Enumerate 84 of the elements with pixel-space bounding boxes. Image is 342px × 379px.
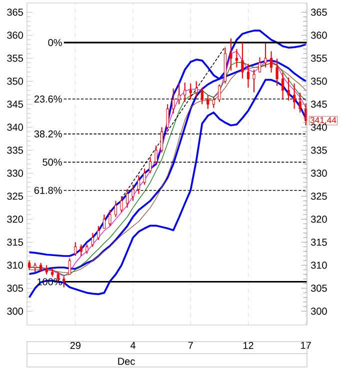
- candlestick: [178, 82, 180, 105]
- annotation: 341,44: [310, 117, 336, 124]
- candlestick: [241, 42, 244, 79]
- x-tick-label: 17: [301, 342, 311, 349]
- candlestick: [137, 174, 140, 194]
- candlestick: [264, 42, 267, 68]
- x-tick-label: 29: [70, 342, 80, 350]
- y-tick-label: 315: [310, 238, 327, 246]
- candlestick: [246, 63, 250, 88]
- candlestick: [28, 260, 31, 270]
- candlestick: [172, 88, 175, 114]
- candlestick: [212, 96, 215, 108]
- candlestick: [276, 58, 278, 86]
- candlestick: [114, 200, 118, 218]
- x-tick-label: 7: [188, 342, 193, 349]
- candlestick: [45, 264, 48, 275]
- y-tick-label: 330: [310, 170, 327, 177]
- y-tick-label: 335: [310, 146, 327, 154]
- y2-tick-label: 360: [7, 32, 23, 39]
- candlestick: [91, 232, 94, 248]
- candlestick: [34, 262, 36, 273]
- y-tick-label: 360: [310, 32, 327, 39]
- candlestick: [293, 82, 296, 110]
- y-tick-label: 325: [310, 192, 327, 200]
- y-tick-label: 320: [310, 216, 327, 223]
- x-tick-label: 4: [130, 342, 136, 349]
- y2-tick-label: 340: [7, 124, 23, 131]
- candlestick: [154, 145, 158, 165]
- candlestick: [200, 87, 204, 105]
- candlestick: [102, 214, 106, 229]
- candlestick: [184, 82, 186, 102]
- candlestick: [230, 38, 232, 72]
- y2-tick-label: 365: [7, 8, 23, 16]
- candlestick: [270, 50, 273, 74]
- y-tick-label: 345: [310, 100, 327, 108]
- y2-tick-label: 335: [7, 146, 23, 154]
- y-tick-label: 310: [310, 262, 327, 269]
- candlestick: [68, 258, 71, 275]
- y-tick-label: 350: [310, 78, 327, 85]
- y2-tick-label: 305: [7, 284, 23, 292]
- y-tick-label: 340: [310, 124, 327, 131]
- annotation: 0%: [48, 39, 62, 46]
- y2-tick-label: 315: [7, 238, 23, 246]
- y2-tick-label: 325: [7, 192, 23, 200]
- candlestick: [143, 168, 146, 186]
- candlestick: [86, 244, 88, 254]
- annotation: 23.6%: [34, 95, 62, 103]
- candlestick: [206, 94, 210, 110]
- candlestick: [287, 76, 290, 102]
- annotation: 50%: [42, 158, 62, 166]
- annotation: 61.8%: [34, 186, 62, 194]
- candlestick: [218, 84, 221, 102]
- candlestick: [80, 244, 82, 257]
- candlestick: [252, 69, 256, 93]
- candlestick: [166, 104, 169, 130]
- candlestick: [62, 276, 66, 288]
- candlestick: [281, 72, 284, 100]
- candlestick: [235, 48, 238, 68]
- candlestick: [97, 226, 100, 240]
- candlestick: [195, 80, 198, 98]
- candlestick: [120, 196, 123, 213]
- candlestick: [132, 184, 134, 202]
- candlestick: [160, 126, 164, 154]
- candlestick: [189, 82, 192, 100]
- candlestick: [74, 242, 77, 257]
- candlestick: [258, 56, 262, 74]
- y2-tick-label: 350: [7, 78, 23, 85]
- y2-tick-label: 310: [7, 262, 23, 269]
- candlestick: [298, 92, 302, 114]
- x-tick-label: 12: [243, 342, 254, 349]
- y-tick-label: 365: [310, 8, 327, 16]
- y-tick-label: 305: [310, 284, 327, 292]
- y2-tick-label: 330: [7, 170, 23, 177]
- candlestick: [126, 188, 129, 208]
- y2-tick-label: 355: [7, 54, 23, 62]
- y2-tick-label: 300: [7, 308, 23, 315]
- y2-tick-label: 320: [7, 216, 23, 223]
- annotation: 38.2%: [34, 130, 62, 138]
- candlestick: [148, 156, 152, 174]
- y2-tick-label: 345: [7, 100, 23, 108]
- candlestick: [108, 209, 112, 227]
- y-tick-label: 300: [310, 308, 327, 315]
- x-axis-title: Dec: [118, 358, 135, 365]
- y-tick-label: 355: [310, 54, 327, 62]
